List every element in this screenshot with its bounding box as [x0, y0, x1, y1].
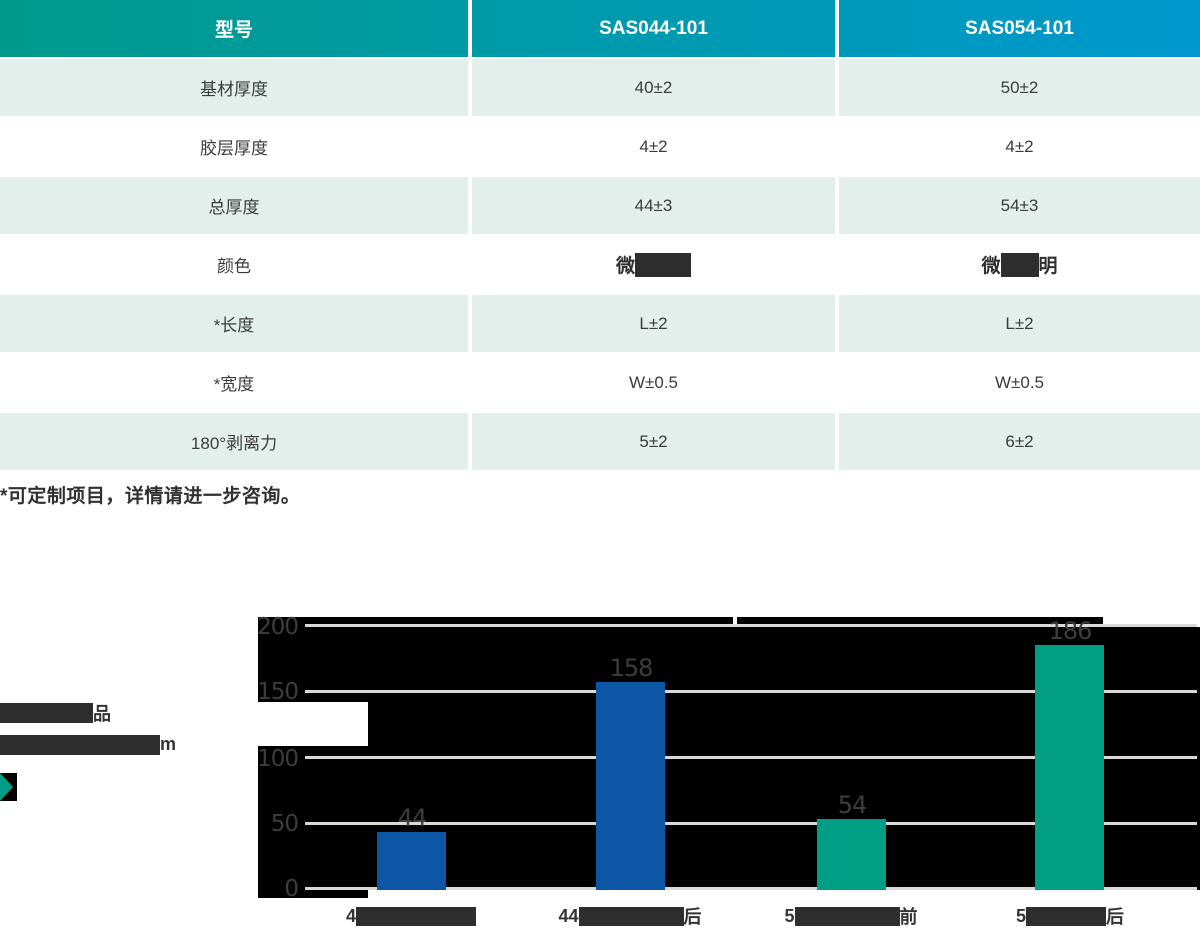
row-value: W±0.5 — [472, 354, 835, 411]
x-label-suffix: 后 — [683, 907, 702, 927]
row-value: L±2 — [839, 295, 1200, 352]
x-label-suffix: 后 — [1106, 907, 1124, 927]
customization-note: *可定制项目，详情请进一步咨询。 — [0, 486, 301, 507]
aside-line-2: m — [0, 734, 176, 755]
y-tick-label: 50 — [270, 811, 299, 837]
row-value: 54±3 — [839, 177, 1200, 234]
color-value-prefix: 微 — [615, 256, 635, 277]
x-label-prefix: 5 — [784, 905, 795, 926]
bar-44um-after — [596, 682, 665, 890]
chart-white-knockout — [258, 702, 368, 746]
bar-value-label: 158 — [609, 654, 654, 682]
bar-44um-before — [377, 832, 446, 890]
spec-table-body: 基材厚度 40±2 50±2 胶层厚度 4±2 4±2 总厚度 44±3 54±… — [0, 59, 1200, 470]
row-label: 180°剥离力 — [0, 413, 468, 470]
row-label: *宽度 — [0, 354, 468, 411]
redacted-text-block — [635, 252, 691, 277]
gridline-150 — [305, 690, 1197, 693]
row-value: L±2 — [472, 295, 835, 352]
row-label: *长度 — [0, 295, 468, 352]
gridline-200 — [305, 624, 1197, 627]
header-sas044: SAS044-101 — [599, 17, 708, 39]
bar-value-label: 44 — [397, 804, 428, 832]
row-value-redacted: 微明 — [839, 236, 1200, 293]
bullet-marker — [0, 773, 17, 801]
header-model: 型号 — [214, 20, 253, 41]
header-sas054: SAS054-101 — [965, 17, 1074, 39]
chart-footer-strip — [258, 890, 368, 898]
redacted-text-block — [578, 906, 684, 926]
spec-table-header: 型号 SAS044-101 SAS054-101 — [0, 0, 1200, 57]
redacted-text-block — [1026, 906, 1106, 926]
aside-line-1: 品 — [0, 700, 111, 726]
y-tick-label: 200 — [257, 614, 299, 640]
row-value: 44±3 — [472, 177, 835, 234]
bar-54um-before — [817, 819, 886, 890]
color-value-suffix: 明 — [1038, 256, 1058, 277]
gridline-100 — [305, 756, 1197, 759]
row-value: 4±2 — [839, 118, 1200, 175]
row-value: 6±2 — [839, 413, 1200, 470]
redacted-text-block — [356, 906, 476, 926]
spec-table: 型号 SAS044-101 SAS054-101 基材厚度 40±2 50±2 … — [0, 0, 1200, 470]
y-tick-label: 150 — [257, 679, 299, 705]
gridline-0 — [305, 887, 1197, 890]
aside-line-2-suffix: m — [160, 734, 177, 754]
row-value: 50±2 — [839, 59, 1200, 116]
row-value: 4±2 — [472, 118, 835, 175]
x-label-prefix: 5 — [1015, 905, 1026, 926]
row-label: 颜色 — [0, 236, 468, 293]
aside-line-1-suffix: 品 — [93, 704, 111, 724]
row-value: W±0.5 — [839, 354, 1200, 411]
play-triangle-icon — [0, 773, 13, 801]
y-tick-label: 0 — [284, 876, 299, 902]
bar-54um-after — [1035, 645, 1104, 890]
chart-top-strip — [258, 617, 733, 627]
x-label-suffix: 前 — [899, 907, 918, 927]
row-label: 总厚度 — [0, 177, 468, 234]
x-label-prefix: 44 — [558, 905, 579, 926]
bar-value-label: 54 — [837, 791, 868, 819]
row-label: 基材厚度 — [0, 59, 468, 116]
x-axis-label-1: 4 — [331, 904, 491, 928]
chart-top-strip — [737, 617, 1103, 627]
redacted-text-block — [0, 734, 160, 755]
redacted-text-block — [1000, 252, 1039, 277]
redacted-text-block — [0, 703, 93, 723]
bar-value-label: 186 — [1048, 617, 1093, 645]
row-value: 40±2 — [472, 59, 835, 116]
row-value-redacted: 微 — [472, 236, 835, 293]
header-divider — [468, 0, 472, 57]
x-axis-label-2: 44 后 — [550, 904, 710, 928]
x-label-prefix: 4 — [345, 905, 356, 926]
header-divider — [835, 0, 839, 57]
row-value: 5±2 — [472, 413, 835, 470]
y-tick-label: 100 — [257, 746, 299, 772]
redacted-text-block — [794, 906, 900, 926]
row-label: 胶层厚度 — [0, 118, 468, 175]
color-value-prefix: 微 — [981, 256, 1001, 277]
gridline-50 — [305, 822, 1197, 825]
